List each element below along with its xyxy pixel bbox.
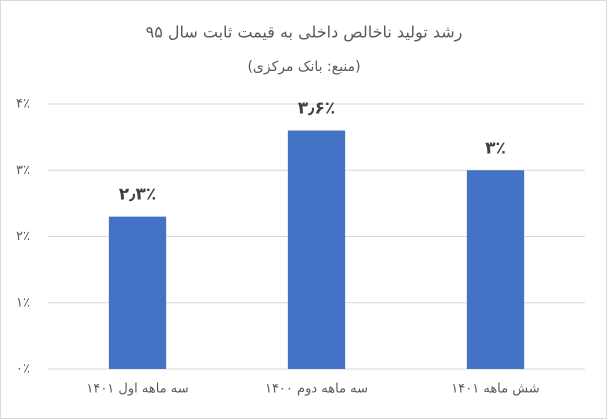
data-label: ۳٪: [485, 138, 506, 158]
bar: [287, 130, 346, 369]
chart-title: رشد تولید ناخالص داخلی به قیمت ثابت سال …: [146, 23, 463, 43]
data-label: ۳٫۶٪: [298, 99, 336, 119]
y-tick-label: ۴٪: [16, 97, 30, 112]
x-tick-label: سه ماهه اول ۱۴۰۱: [86, 382, 188, 397]
chart-subtitle: (منبع: بانک مرکزی): [247, 59, 360, 75]
x-tick-label: شش ماهه ۱۴۰۱: [451, 382, 539, 397]
bar: [466, 170, 525, 369]
y-tick-label: ۳٪: [16, 163, 30, 178]
bar: [108, 216, 167, 369]
y-tick-label: ۲٪: [16, 229, 30, 244]
y-tick-label: ۱٪: [16, 295, 30, 310]
y-tick-label: ۰٪: [16, 362, 30, 377]
x-tick-label: سه ماهه دوم ۱۴۰۰: [265, 382, 368, 397]
data-label: ۲٫۳٪: [119, 185, 157, 205]
